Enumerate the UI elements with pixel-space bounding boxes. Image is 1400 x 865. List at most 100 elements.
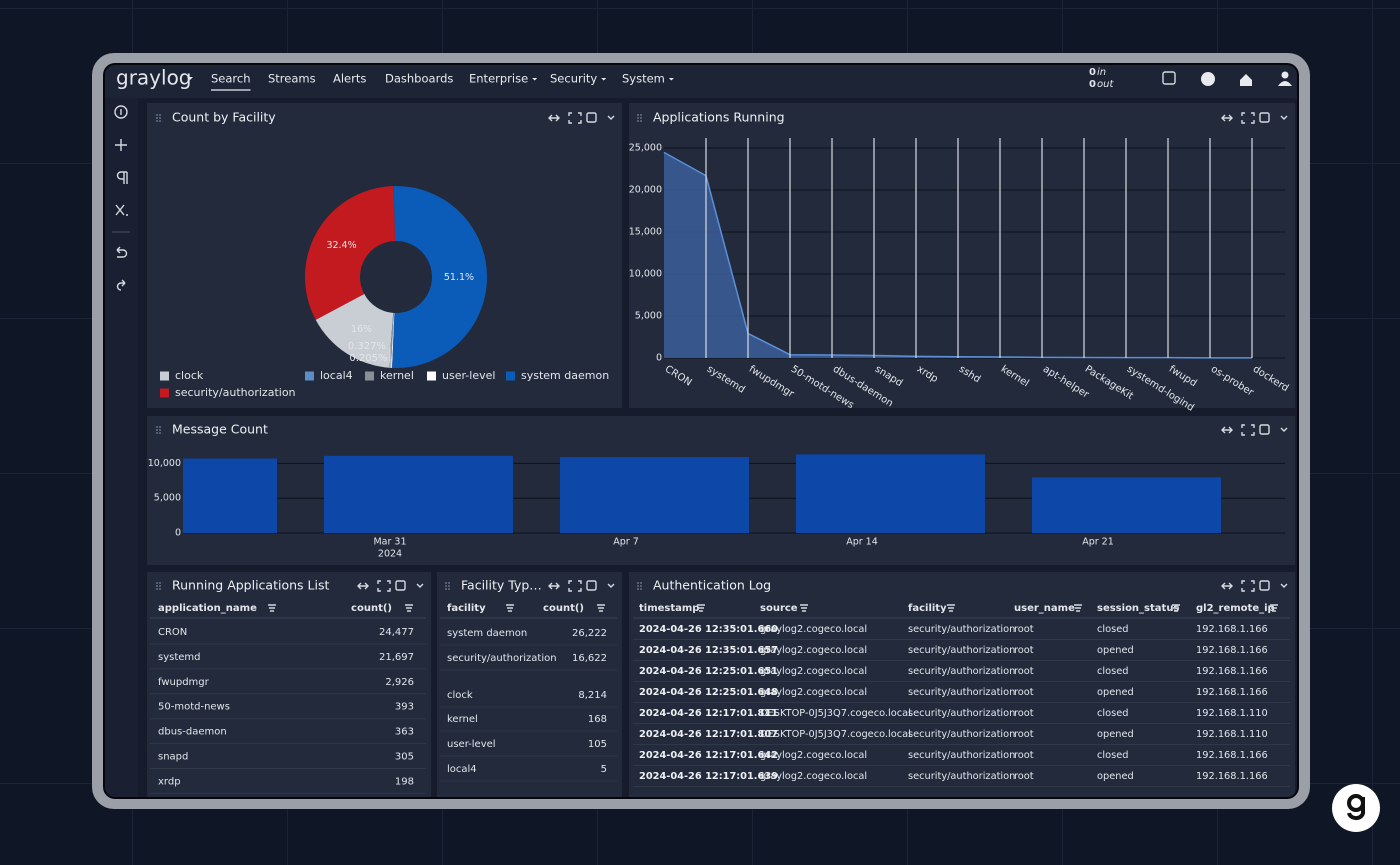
column-sort-icon[interactable] [947, 604, 955, 612]
legend-swatch [305, 371, 314, 381]
widget-collapse-icon[interactable] [416, 583, 424, 588]
table-cell: fwupdmgr [158, 677, 210, 688]
drag-handle-dot [156, 582, 158, 584]
table-cell: opened [1097, 645, 1134, 656]
widget-width-icon[interactable] [1221, 582, 1233, 590]
undo-icon[interactable] [116, 246, 128, 258]
widget-collapse-icon[interactable] [1280, 115, 1288, 120]
column-sort-icon[interactable] [506, 604, 514, 612]
widget-fullscreen-icon[interactable] [377, 580, 391, 592]
widget-panel [629, 572, 1295, 797]
column-sort-icon[interactable] [1074, 604, 1082, 612]
x-tick-label: Mar 31 [373, 537, 406, 548]
drag-handle-dot [156, 117, 158, 119]
paragraph-icon[interactable] [116, 171, 128, 184]
table-cell: 363 [395, 727, 414, 738]
column-header[interactable]: source [760, 603, 798, 614]
table-cell: 2024-04-26 12:17:01.811 [639, 708, 778, 719]
y-tick-label: 0 [175, 528, 181, 539]
help-icon[interactable] [1201, 72, 1215, 86]
home-icon[interactable] [1240, 74, 1252, 86]
widget-width-icon[interactable] [1221, 426, 1233, 434]
table-cell: 192.168.1.166 [1196, 750, 1268, 761]
widget-edit-icon[interactable] [395, 580, 406, 591]
widget-edit-icon[interactable] [586, 112, 597, 123]
column-header[interactable]: timestamp [639, 603, 699, 614]
drag-handle-dot [637, 114, 639, 116]
nav-item[interactable]: System [622, 72, 665, 86]
nav-item[interactable]: Streams [268, 72, 316, 86]
logo[interactable]: graylog [116, 66, 192, 90]
drag-handle-dot [637, 117, 639, 119]
nav-item[interactable]: Dashboards [385, 72, 453, 86]
widget-edit-icon[interactable] [1259, 424, 1270, 435]
table-cell: 192.168.1.166 [1196, 666, 1268, 677]
table-cell: 2024-04-26 12:25:01.648 [639, 687, 778, 698]
edit-icon[interactable] [1162, 71, 1176, 85]
column-sort-icon[interactable] [1172, 604, 1180, 612]
legend-swatch [160, 388, 169, 398]
widget-fullscreen-icon[interactable] [568, 112, 582, 124]
widget-collapse-icon[interactable] [1280, 583, 1288, 588]
column-header[interactable]: user_name [1014, 603, 1075, 614]
nav-item[interactable]: Enterprise [469, 72, 528, 86]
column-header[interactable]: application_name [158, 603, 257, 614]
column-sort-icon[interactable] [405, 604, 413, 612]
widget-fullscreen-icon[interactable] [1241, 580, 1255, 592]
widget-width-icon[interactable] [1221, 114, 1233, 122]
widget-collapse-icon[interactable] [607, 583, 615, 588]
table-cell: xrdp [158, 776, 181, 787]
column-header[interactable]: gl2_remote_ip [1196, 603, 1275, 614]
pie-label: 16% [351, 324, 372, 335]
table-cell: 2024-04-26 12:17:01.642 [639, 750, 778, 761]
column-header[interactable]: count() [351, 603, 392, 614]
column-header[interactable]: session_status [1097, 603, 1179, 614]
add-icon[interactable] [115, 139, 127, 151]
widget-width-icon[interactable] [357, 582, 369, 590]
table-cell: 2024-04-26 12:35:01.657 [639, 645, 778, 656]
parameter-icon[interactable] [115, 204, 128, 216]
nav-item[interactable]: Security [550, 72, 597, 86]
column-header[interactable]: facility [908, 603, 947, 614]
widget-edit-icon[interactable] [1259, 580, 1270, 591]
column-sort-icon[interactable] [268, 604, 276, 612]
table-cell: root [1014, 708, 1034, 719]
nav-item[interactable]: Alerts [333, 72, 366, 86]
widget-fullscreen-icon[interactable] [1241, 424, 1255, 436]
info-icon[interactable] [114, 105, 128, 119]
pie-label: 0.327% [348, 341, 386, 352]
widget-collapse-icon[interactable] [1280, 427, 1288, 432]
widget-fullscreen-icon[interactable] [1241, 112, 1255, 124]
column-header[interactable]: count() [543, 603, 584, 614]
column-header[interactable]: facility [447, 603, 486, 614]
drag-handle-dot [159, 432, 161, 434]
redo-icon[interactable] [116, 279, 126, 291]
column-sort-icon[interactable] [800, 604, 808, 612]
nav-item[interactable]: Search [211, 72, 251, 86]
table-cell: security/authorization [908, 666, 1015, 677]
widget-width-icon[interactable] [548, 582, 560, 590]
y-tick-label: 5,000 [154, 493, 181, 504]
widget-edit-icon[interactable] [1259, 112, 1270, 123]
user-icon[interactable] [1281, 71, 1289, 79]
brand-badge-glyph [1347, 797, 1366, 821]
column-sort-icon[interactable] [597, 604, 605, 612]
legend-swatch [427, 371, 436, 381]
widget-edit-icon[interactable] [586, 580, 597, 591]
widget-collapse-icon[interactable] [607, 115, 615, 120]
drag-handle-dot [640, 588, 642, 590]
column-sort-icon[interactable] [1270, 604, 1278, 612]
column-sort-icon[interactable] [697, 604, 705, 612]
legend-label: local4 [320, 369, 353, 382]
widget-fullscreen-icon[interactable] [568, 580, 582, 592]
pie-label: 51.1% [444, 272, 474, 283]
table-cell: graylog2.cogeco.local [760, 750, 867, 761]
widget-panel [147, 572, 431, 797]
widget-title: Message Count [172, 422, 268, 437]
widget-width-icon[interactable] [548, 114, 560, 122]
table-cell: local4 [447, 764, 477, 775]
table-cell: 105 [588, 739, 607, 750]
table-cell: security/authorization [908, 645, 1015, 656]
